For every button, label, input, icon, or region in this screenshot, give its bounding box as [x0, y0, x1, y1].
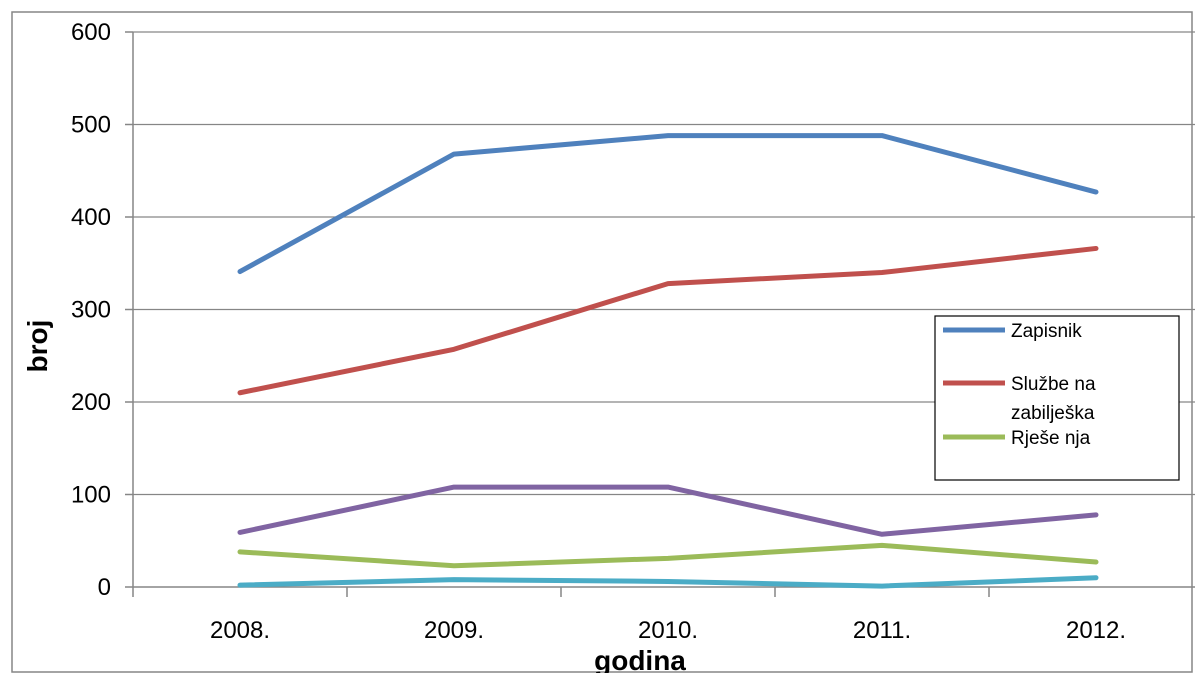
x-tick-label: 2010.: [638, 617, 698, 644]
axes: [132, 32, 1195, 588]
series-lines: [237, 133, 1099, 589]
legend: Zapisnik Službe na zabilješka Rješe nja: [934, 315, 1180, 481]
y-tick-label: 600: [71, 19, 111, 46]
y-axis-title: broj: [22, 320, 53, 373]
x-tick-label: 2008.: [210, 617, 270, 644]
legend-label: Službe na: [1011, 374, 1096, 395]
y-tick-label: 500: [71, 112, 111, 139]
legend-box: [934, 315, 1180, 481]
legend-label: Rješe nja: [1011, 428, 1091, 449]
x-axis-title: godina: [594, 645, 686, 673]
y-tick-label: 300: [71, 297, 111, 324]
x-tick-labels: 2008. 2009. 2010. 2011. 2012.: [210, 617, 1126, 644]
legend-label: Zapisnik: [1011, 321, 1082, 342]
x-tick-label: 2012.: [1066, 617, 1126, 644]
y-tick-labels: 0 100 200 300 400 500 600: [71, 19, 111, 601]
x-tick-label: 2009.: [424, 617, 484, 644]
y-tick-label: 400: [71, 204, 111, 231]
y-tick-label: 0: [98, 574, 111, 601]
y-tick-label: 100: [71, 482, 111, 509]
y-tick-label: 200: [71, 389, 111, 416]
legend-label: zabilješka: [1011, 403, 1095, 424]
x-tick-label: 2011.: [853, 617, 911, 644]
gridlines: [125, 31, 1195, 597]
